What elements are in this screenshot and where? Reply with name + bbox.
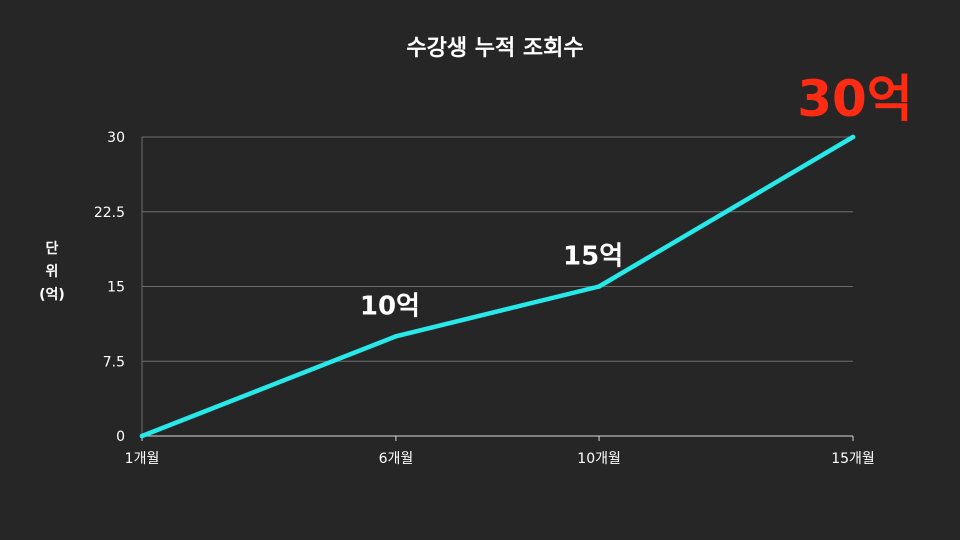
y-axis-label-line: 위	[45, 264, 59, 280]
data-annotation: 10억	[360, 291, 420, 321]
chart-title: 수강생 누적 조회수	[406, 36, 584, 61]
y-tick-label: 7.5	[103, 354, 125, 370]
y-tick-label: 22.5	[94, 205, 125, 221]
x-tick-label: 6개월	[379, 451, 414, 467]
y-tick-label: 15	[107, 280, 125, 296]
data-point	[596, 284, 602, 289]
y-tick-label: 0	[116, 429, 125, 445]
x-tick-label: 15개월	[831, 451, 875, 467]
highlight-annotation: 30억	[797, 70, 913, 128]
y-axis-label-line: 단	[45, 241, 59, 257]
y-axis-label-line: (억)	[39, 287, 65, 303]
data-point	[139, 433, 145, 439]
series-line	[139, 134, 856, 439]
y-tick-label: 30	[107, 130, 125, 146]
data-annotation: 15억	[563, 242, 623, 272]
x-tick-label: 1개월	[125, 451, 160, 467]
x-tick-label: 10개월	[577, 451, 621, 467]
data-point	[850, 134, 856, 140]
data-point	[393, 334, 399, 339]
y-axis-label: 단 위 (억)	[30, 238, 74, 307]
